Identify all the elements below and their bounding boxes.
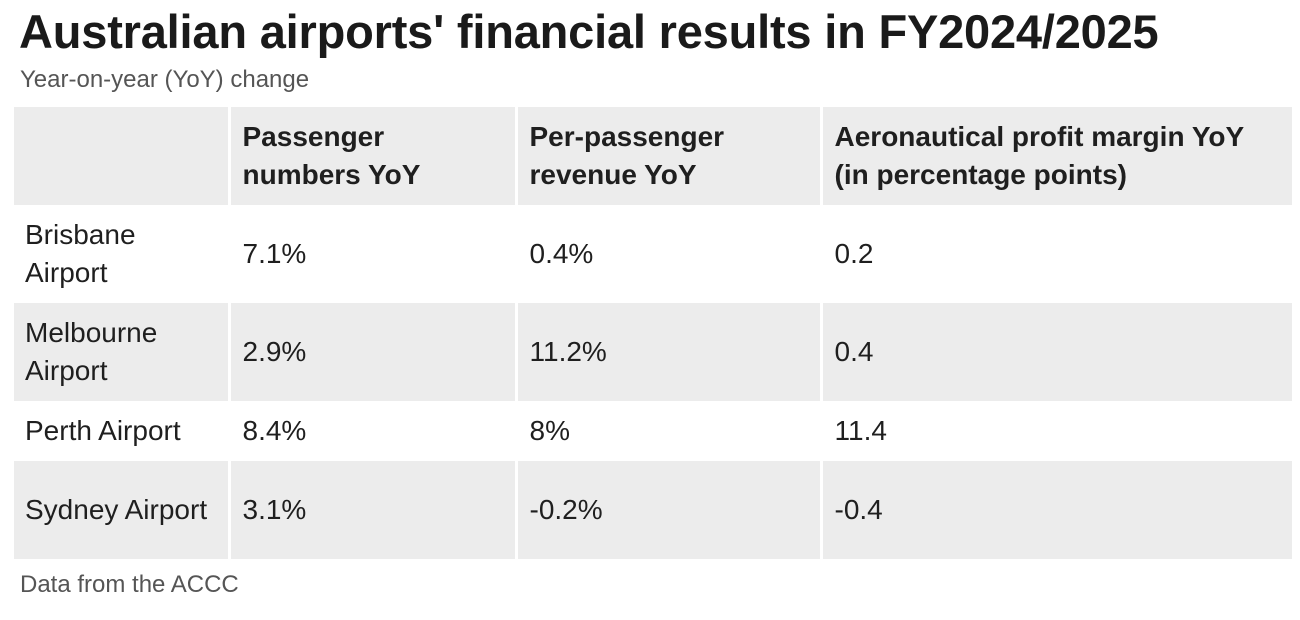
header-passenger-numbers: Passenger numbers YoY	[227, 107, 516, 205]
passenger-numbers-value: 7.1%	[227, 205, 516, 303]
airport-name: Brisbane Airport	[25, 219, 136, 288]
per-passenger-revenue-value: 0.4%	[514, 205, 821, 303]
airport-name: Perth Airport	[25, 415, 181, 446]
passenger-numbers-value: 3.1%	[227, 461, 516, 559]
airport-name: Sydney Airport	[25, 494, 208, 525]
source-note: Data from the ACCC	[20, 571, 239, 598]
aero-profit-margin-value: 0.4	[819, 303, 1292, 401]
table-row: Brisbane Airport 7.1% 0.4% 0.2	[14, 205, 1292, 303]
table-row: Sydney Airport 3.1% -0.2% -0.4	[14, 461, 1292, 559]
table-row: Melbourne Airport 2.9% 11.2% 0.4	[14, 303, 1292, 401]
table-header-row: Passenger numbers YoY Per-passenger reve…	[14, 107, 1292, 205]
per-passenger-revenue-value: -0.2%	[514, 461, 821, 559]
aero-profit-margin-value: -0.4	[819, 461, 1292, 559]
header-aero-profit-margin: Aeronautical profit margin YoY (in perce…	[819, 107, 1292, 205]
chart-subtitle: Year-on-year (YoY) change	[20, 66, 310, 93]
per-passenger-revenue-value: 8%	[514, 401, 821, 461]
passenger-numbers-value: 8.4%	[227, 401, 516, 461]
results-table: Passenger numbers YoY Per-passenger reve…	[14, 107, 1292, 559]
airport-name: Melbourne Airport	[25, 317, 158, 386]
header-per-passenger-revenue: Per-passenger revenue YoY	[514, 107, 821, 205]
aero-profit-margin-value: 0.2	[819, 205, 1292, 303]
table-row: Perth Airport 8.4% 8% 11.4	[14, 401, 1292, 461]
passenger-numbers-value: 2.9%	[227, 303, 516, 401]
per-passenger-revenue-value: 11.2%	[514, 303, 821, 401]
header-airport	[14, 107, 229, 205]
aero-profit-margin-value: 11.4	[819, 401, 1292, 461]
chart-title: Australian airports' financial results i…	[19, 5, 1159, 58]
